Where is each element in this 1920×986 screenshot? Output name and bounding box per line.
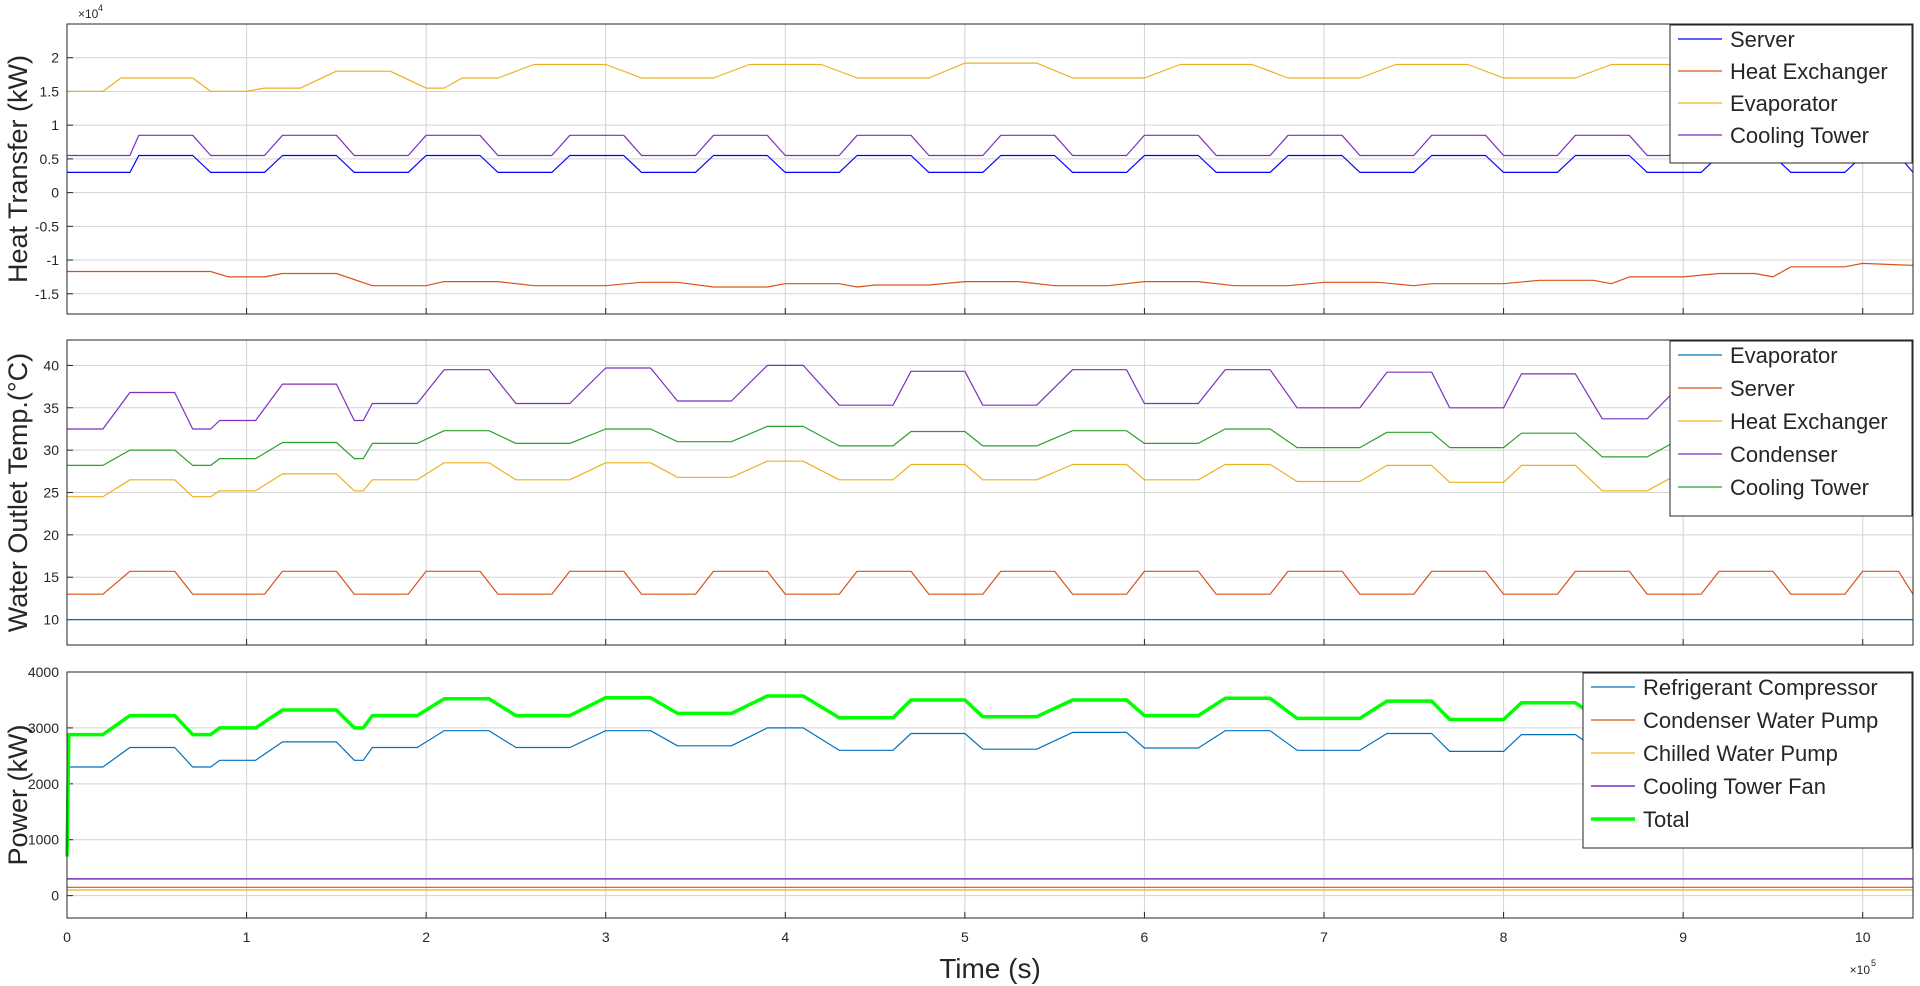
y-tick-label: 1000 <box>28 832 59 848</box>
y-tick-label: 20 <box>43 527 59 543</box>
y-tick-label: 1 <box>51 117 59 133</box>
series-line-condenser <box>67 364 1913 430</box>
legend-label: Server <box>1730 376 1795 401</box>
y-exponent-power: 4 <box>98 3 103 13</box>
series-line-total <box>65 694 1913 857</box>
y-tick-label: -1.5 <box>35 286 59 302</box>
axes-box <box>66 23 1914 315</box>
legend-label: Condenser Water Pump <box>1643 708 1878 733</box>
legend-box <box>1669 24 1913 164</box>
x-tick-label: 0 <box>63 929 71 945</box>
x-axis-label: Time (s) <box>939 953 1041 984</box>
x-tick-label: 7 <box>1320 929 1328 945</box>
x-tick-label: 4 <box>781 929 789 945</box>
x-tick-label: 8 <box>1500 929 1508 945</box>
legend-label: Cooling Tower <box>1730 475 1869 500</box>
series-line-heat-exchanger <box>67 460 1913 498</box>
legend: Evaporator Server Heat Exchanger Condenser C… <box>1669 340 1913 517</box>
y-tick-label: 2 <box>51 50 59 66</box>
y-tick-label: -1 <box>47 252 60 268</box>
legend: Refrigerant Compressor Condenser Water Pu… <box>1582 672 1913 849</box>
legend-label: Condenser <box>1730 442 1838 467</box>
legend-label: Refrigerant Compressor <box>1643 675 1878 700</box>
y-tick-label: 35 <box>43 400 59 416</box>
x-tick-label: 5 <box>961 929 969 945</box>
legend: Server Heat Exchanger Evaporator Cooling To… <box>1669 24 1913 164</box>
series-line-evaporator <box>67 62 1913 92</box>
grid-lines <box>66 24 1913 314</box>
y-exponent-base: ×10 <box>78 7 99 21</box>
y-axis-label: Power (kW) <box>3 725 33 866</box>
legend-label: Evaporator <box>1730 91 1838 116</box>
axes-box <box>66 339 1914 646</box>
y-tick-label: 0 <box>51 185 59 201</box>
plot-area <box>67 24 1913 314</box>
legend-label: Cooling Tower <box>1730 123 1869 148</box>
x-tick-label: 2 <box>422 929 430 945</box>
legend-label: Total <box>1643 807 1689 832</box>
y-tick-label: -0.5 <box>35 218 59 234</box>
y-tick-label: 0.5 <box>40 151 60 167</box>
series-line-server <box>67 570 1914 595</box>
y-tick-label: 3000 <box>28 720 59 736</box>
x-tick-label: 6 <box>1141 929 1149 945</box>
x-exponent-power: 5 <box>1871 958 1876 968</box>
axes-box <box>66 671 1914 919</box>
y-tick-label: 1.5 <box>40 83 60 99</box>
y-tick-label: 0 <box>51 888 59 904</box>
y-tick-label: 40 <box>43 357 59 373</box>
grid-lines <box>66 340 1913 645</box>
y-tick-label: 4000 <box>28 664 59 680</box>
legend-box <box>1582 672 1913 849</box>
x-tick-label: 9 <box>1679 929 1687 945</box>
legend-label: Chilled Water Pump <box>1643 741 1838 766</box>
y-tick-label: 10 <box>43 612 59 628</box>
legend-label: Server <box>1730 27 1795 52</box>
legend-label: Heat Exchanger <box>1730 59 1888 84</box>
subplot-3: 4000 3000 2000 1000 0 Power (kW) Refrigerant C… <box>3 664 1914 919</box>
y-tick-label: 30 <box>43 442 59 458</box>
x-tick-label: 1 <box>243 929 251 945</box>
series-line-heat-exchanger <box>67 262 1914 288</box>
x-tick-label: 3 <box>602 929 610 945</box>
x-exponent-base: ×10 <box>1850 963 1871 977</box>
series-line-refrigerant-compressor <box>66 727 1913 857</box>
series-line-server <box>67 154 1914 173</box>
legend-label: Heat Exchanger <box>1730 409 1888 434</box>
y-tick-label: 15 <box>43 569 59 585</box>
y-tick-label: 25 <box>43 485 59 501</box>
subplot-2: 40 35 30 25 20 15 10 Water Outlet Temp.(°C) Evap… <box>3 339 1914 646</box>
series-line-cooling-tower <box>67 425 1913 466</box>
legend-label: Evaporator <box>1730 343 1838 368</box>
y-axis-label: Water Outlet Temp.(°C) <box>3 353 33 632</box>
x-tick-label: 10 <box>1855 929 1871 945</box>
y-axis-label: Heat Transfer (kW) <box>3 55 33 283</box>
series-line-cooling-tower <box>67 134 1914 157</box>
y-tick-label: 2000 <box>28 776 59 792</box>
legend-label: Cooling Tower Fan <box>1643 774 1826 799</box>
